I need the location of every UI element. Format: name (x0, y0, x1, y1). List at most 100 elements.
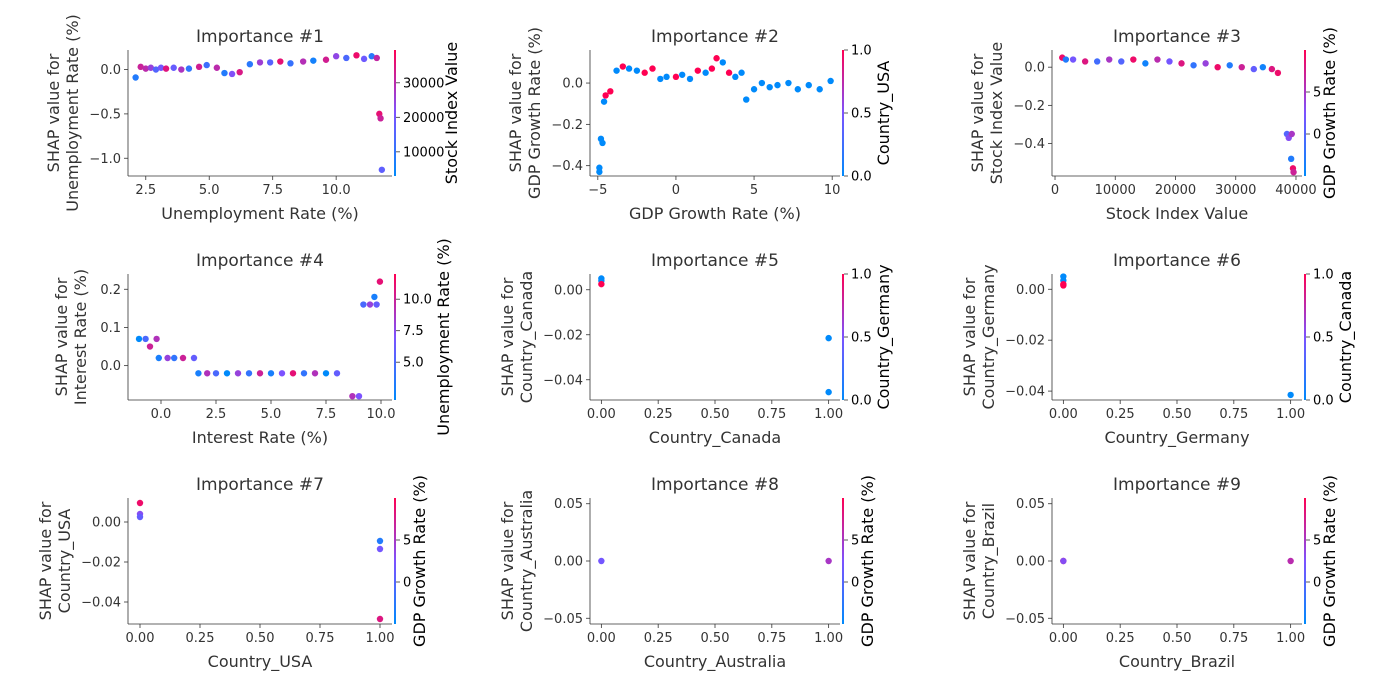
colorbar-tick-label: 10000 (403, 145, 444, 160)
dependence-plot-5: Importance #5 0.00 0.25 0.50 0.75 1.00 −0.04 −0… (498, 251, 894, 448)
y-tick-label: 0.00 (1016, 555, 1045, 570)
y-tick-label: −0.2 (551, 118, 583, 133)
plot-title: Importance #4 (196, 251, 324, 271)
colorbar-tick-label: 1.0 (851, 44, 872, 59)
shap-point (1226, 62, 1233, 69)
y-tick-label: 0.00 (1016, 283, 1045, 298)
shap-point (1274, 69, 1282, 77)
x-axis-label: GDP Growth Rate (%) (629, 204, 801, 223)
plot-title: Importance #1 (196, 27, 324, 47)
y-tick-label: 0.2 (100, 283, 121, 298)
x-tick-label: 0.75 (757, 407, 786, 422)
shap-point (725, 69, 733, 76)
shap-point (657, 75, 664, 83)
y-tick-label: 0.0 (562, 77, 583, 92)
colorbar-label: Country_USA (874, 61, 894, 166)
shap-point (805, 81, 812, 89)
y-axis-label-line: SHAP value for (498, 501, 517, 620)
y-axis-label-line: SHAP value for (36, 501, 55, 620)
dependence-plot-3: Importance #3 0 10000 20000 30000 40000 −0.4 −0… (968, 27, 1339, 223)
y-tick-label: −0.4 (1013, 137, 1045, 152)
colorbar-tick-label: 0.5 (851, 331, 872, 346)
dependence-plot-6: Importance #6 0.00 0.25 0.50 0.75 1.00 −0.04 −0… (960, 251, 1356, 448)
y-axis-label-line: SHAP value for (44, 53, 63, 172)
shap-point (686, 75, 694, 83)
x-tick-label: 0.50 (1163, 407, 1192, 422)
dependence-plot-4: Importance #4 0.0 2.5 5.0 7.5 10.0 0.0 0.1 0.2 In… (52, 238, 453, 447)
x-tick-label: 0.00 (587, 407, 616, 422)
y-axis-label: SHAP value forUnemployment Rate (%) (44, 14, 82, 212)
y-axis-label-line: Country_Australia (517, 490, 537, 632)
x-tick-label: 1.00 (1276, 407, 1305, 422)
x-axis-label: Country_Brazil (1119, 652, 1235, 672)
shap-point (732, 73, 739, 81)
dependence-plot-8: Importance #8 0.00 0.25 0.50 0.75 1.00 −0.05 0.… (498, 475, 877, 672)
shap-point (825, 334, 832, 342)
x-tick-label: 0.00 (587, 631, 616, 646)
shap-point (136, 513, 144, 521)
x-axis-label: Country_USA (208, 652, 313, 672)
shap-point (287, 60, 294, 67)
shap-point (1250, 65, 1258, 73)
shap-point (376, 545, 384, 553)
shap-point (649, 65, 656, 72)
shap-point (164, 354, 171, 362)
shap-point (378, 166, 386, 173)
shap-point (600, 98, 608, 105)
x-tick-label: 0.50 (701, 407, 730, 422)
shap-point (256, 59, 264, 66)
x-tick-label: 1.00 (366, 631, 395, 646)
shap-point (678, 71, 686, 78)
y-tick-label: −0.5 (89, 107, 121, 122)
colorbar-tick-label: 20000 (403, 111, 444, 126)
shap-point (360, 55, 368, 63)
colorbar (394, 50, 396, 176)
x-axis-label: Unemployment Rate (%) (161, 204, 359, 223)
shap-point (766, 83, 773, 91)
shap-point (596, 164, 603, 171)
shap-point (750, 86, 758, 93)
x-axis-label: Country_Australia (644, 652, 786, 672)
x-tick-label: 5.0 (261, 407, 282, 422)
shap-point (157, 64, 165, 71)
shap-point (1130, 56, 1137, 63)
x-tick-label: 0.25 (1106, 631, 1135, 646)
y-axis-label: SHAP value forCountry_Australia (498, 490, 537, 632)
shap-point (366, 301, 374, 308)
y-tick-label: −1.0 (89, 152, 121, 167)
shap-point (607, 88, 614, 95)
shap-point (774, 81, 781, 89)
shap-point (373, 301, 380, 308)
colorbar-tick-label: 10.0 (403, 293, 432, 308)
colorbar-label: Country_Canada (1336, 271, 1356, 403)
y-tick-label: 0.0 (100, 359, 121, 374)
y-tick-label: −0.4 (551, 159, 583, 174)
y-tick-label: −0.04 (543, 373, 583, 388)
shap-point (135, 335, 143, 343)
x-tick-label: 1.00 (1276, 631, 1305, 646)
colorbar-tick-label: 0 (1313, 128, 1321, 143)
shap-point (602, 92, 609, 99)
shap-point (1287, 391, 1294, 399)
colorbar-tick-label: 5 (1313, 86, 1321, 101)
y-axis-label-line: SHAP value for (498, 277, 517, 396)
colorbar-label: Stock Index Value (442, 42, 461, 184)
shap-point (311, 370, 319, 377)
shap-point (377, 115, 384, 122)
plot-title: Importance #7 (196, 475, 324, 495)
dependence-plot-1: Importance #1 2.5 5.0 7.5 10.0 −1.0 −0.5 0.0 Une… (44, 14, 461, 223)
x-tick-label: 0.25 (644, 631, 673, 646)
colorbar-tick-label: 0 (403, 576, 411, 591)
shap-point (213, 64, 221, 71)
x-axis-label: Interest Rate (%) (192, 428, 328, 447)
x-tick-label: 0.75 (757, 631, 786, 646)
colorbar-tick-label: 0 (851, 576, 859, 591)
x-tick-label: 40000 (1275, 183, 1316, 198)
shap-point (179, 354, 187, 362)
x-tick-label: 20000 (1155, 183, 1196, 198)
shap-point (256, 370, 264, 377)
x-tick-label: 2.5 (206, 407, 227, 422)
x-tick-label: 0.25 (1106, 407, 1135, 422)
shap-point (743, 96, 750, 103)
colorbar-tick-label: 0.0 (1313, 394, 1334, 409)
